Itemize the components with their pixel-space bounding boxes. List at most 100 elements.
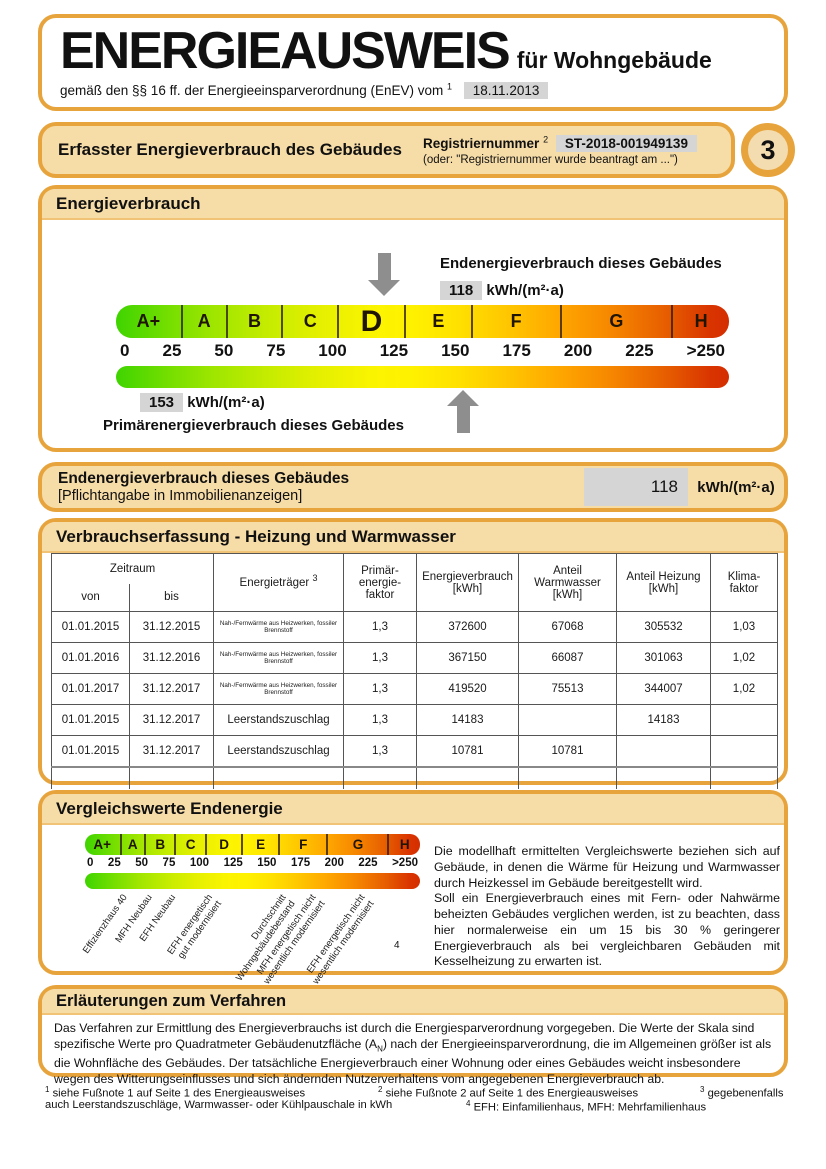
footnote-3-cont: auch Leerstandszuschläge, Warmwasser- od… — [45, 1099, 393, 1111]
scale-tick: 100 — [318, 341, 347, 360]
col-header-zeitraum: Zeitraum — [51, 553, 214, 584]
page-title: ENERGIEAUSWEIS — [60, 22, 511, 80]
col-header-energieverbrauch: Energieverbrauch [kWh] — [416, 553, 519, 612]
scale-class: E — [406, 305, 473, 338]
col-header-bis: bis — [129, 583, 214, 612]
footnote-2: 2 siehe Fußnote 2 auf Seite 1 des Energi… — [378, 1085, 639, 1100]
scale-tick: >250 — [686, 341, 725, 360]
primary-energy-value: 153 — [140, 393, 184, 412]
col-header-anteil-heizung: Anteil Heizung [kWh] — [616, 553, 711, 612]
explanation-section-title: Erläuterungen zum Verfahren — [42, 989, 784, 1015]
scale-class: C — [283, 305, 340, 338]
page-subtitle: für Wohngebäude — [516, 47, 712, 73]
explanation-text-part1: Das Verfahren zur Ermittlung des Energie… — [54, 1021, 755, 1052]
scale-tick: 75 — [162, 857, 176, 869]
scale-class: B — [228, 305, 284, 338]
table-row: 01.01.2015 31.12.2017 Leerstandszuschlag 1… — [51, 735, 778, 767]
explanation-text: Das Verfahren zur Ermittlung des Energie… — [54, 1020, 776, 1088]
col-header-klimafaktor: Klima- faktor — [710, 553, 778, 612]
scale-tick: 100 — [189, 857, 210, 869]
scale-tick: 225 — [358, 857, 378, 869]
col-header-energietraeger: Energieträger 3 — [213, 553, 344, 612]
end-energy-band-unit: kWh/(m²·a) — [697, 478, 775, 496]
explanation-subscript: N — [377, 1044, 383, 1054]
end-energy-unit: kWh/(m²·a) — [486, 282, 564, 299]
scale-tick: 125 — [223, 857, 243, 869]
comparison-class-scale: A+ A B C D E F G H — [85, 834, 420, 855]
comparison-info-paragraph-2: Soll ein Energieverbrauch eines mit Fern… — [434, 891, 780, 969]
end-energy-label: Endenergieverbrauch dieses Gebäudes — [440, 255, 722, 272]
page-number-badge: 3 — [741, 123, 795, 177]
footnote-3: 3 gegebenenfalls — [700, 1085, 784, 1100]
consumption-section-title: Verbrauchserfassung - Heizung und Warmwa… — [42, 522, 784, 553]
col-header-anteil-warmwasser: Anteil Warmwasser [kWh] — [518, 553, 617, 612]
scale-class: A+ — [116, 305, 183, 338]
header-box: ENERGIEAUSWEIS für Wohngebäude gemäß den … — [38, 14, 788, 111]
scale-class: D — [207, 834, 244, 855]
scale-class: G — [562, 305, 674, 338]
energy-consumption-section: Energieverbrauch Endenergieverbrauch die… — [38, 185, 788, 452]
scale-tick: >250 — [392, 857, 418, 869]
end-energy-band: Endenergieverbrauch dieses Gebäudes [Pfl… — [38, 462, 788, 512]
scale-class: A — [122, 834, 146, 855]
table-row-empty — [51, 765, 778, 789]
section-title: Erfasster Energieverbrauch des Gebäudes — [58, 140, 402, 159]
scale-class: H — [399, 837, 410, 852]
scale-class: F — [280, 834, 329, 855]
primary-energy-arrow-icon — [447, 390, 479, 433]
end-energy-arrow-icon — [368, 253, 400, 296]
scale-tick: 175 — [290, 857, 311, 869]
enev-date: 18.11.2013 — [463, 82, 549, 99]
registration-block: Registriernummer 2 ST-2018-001949139 (od… — [423, 134, 731, 166]
comparison-info-text: Die modellhaft ermittelten Vergleichswer… — [434, 844, 780, 970]
scale-tick: 225 — [625, 341, 654, 360]
scale-tick: 50 — [214, 341, 234, 360]
table-row: 01.01.2016 31.12.2016 Nah-/Fernwärme aus … — [51, 642, 778, 674]
comparison-scale-bar — [85, 873, 420, 889]
table-row: 01.01.2015 31.12.2015 Nah-/Fernwärme aus … — [51, 611, 778, 643]
scale-tick: 125 — [379, 341, 409, 360]
consumption-table-section: Verbrauchserfassung - Heizung und Warmwa… — [38, 518, 788, 789]
scale-tick: 25 — [162, 341, 182, 360]
scale-tick: 25 — [107, 857, 121, 869]
comparison-section-title: Vergleichswerte Endenergie — [42, 794, 784, 825]
comparison-labels-footnote-ref: 4 — [394, 940, 400, 951]
primary-energy-scale-bar — [116, 366, 729, 388]
scale-class: A+ — [85, 834, 122, 855]
scale-tick: 150 — [441, 341, 470, 360]
end-energy-band-title: Endenergieverbrauch dieses Gebäudes — [58, 470, 350, 487]
scale-tick: 75 — [266, 341, 286, 360]
explanation-text-part2: ) nach der Energieeinsparverordnung, die… — [54, 1037, 772, 1087]
law-line: gemäß den §§ 16 ff. der Energieeinsparve… — [60, 82, 766, 99]
registration-alt-text: (oder: "Registriernummer wurde beantragt… — [423, 153, 678, 166]
scale-tick: 50 — [135, 857, 149, 869]
law-text: gemäß den §§ 16 ff. der Energieeinsparve… — [60, 83, 444, 98]
scale-tick: 0 — [87, 857, 94, 869]
registration-footnote-ref: 2 — [543, 134, 549, 144]
scale-tick: 200 — [324, 857, 344, 869]
energy-class-scale: A+ A B C D E F G H — [116, 305, 729, 338]
energy-scale-ticks: 0 25 50 75 100 125 150 175 200 225 >250 — [116, 338, 729, 364]
registration-number: ST-2018-001949139 — [555, 134, 697, 152]
scale-tick: 200 — [563, 341, 593, 360]
end-energy-band-value: 118 — [584, 468, 688, 506]
primary-energy-label: Primärenergieverbrauch dieses Gebäudes — [103, 417, 404, 434]
law-footnote-ref: 1 — [447, 81, 453, 92]
registration-label: Registriernummer — [423, 135, 540, 151]
end-energy-value: 118 — [440, 281, 483, 300]
scale-class: H — [694, 311, 708, 331]
scale-class: F — [473, 305, 562, 338]
scale-class-current: D — [339, 305, 406, 338]
comparison-info-paragraph-1: Die modellhaft ermittelten Vergleichswer… — [434, 844, 780, 890]
end-energy-value-line: 118 kWh/(m²·a) — [440, 281, 564, 300]
energy-section-title: Energieverbrauch — [42, 189, 784, 220]
comparison-section: Vergleichswerte Endenergie A+ A B C D E … — [38, 790, 788, 986]
footnote-1: 1 siehe Fußnote 1 auf Seite 1 des Energi… — [45, 1085, 306, 1100]
col-header-primaerfaktor: Primär- energie- faktor — [343, 553, 417, 612]
primary-energy-value-line: 153 kWh/(m²·a) — [140, 393, 265, 412]
consumption-table: Zeitraum Energieträger 3 Primär- energie… — [51, 553, 778, 789]
scale-tick: 175 — [502, 341, 531, 360]
primary-energy-unit: kWh/(m²·a) — [187, 394, 265, 411]
explanation-section: Erläuterungen zum Verfahren Das Verfahre… — [38, 985, 788, 1086]
scale-class: A — [183, 305, 228, 338]
